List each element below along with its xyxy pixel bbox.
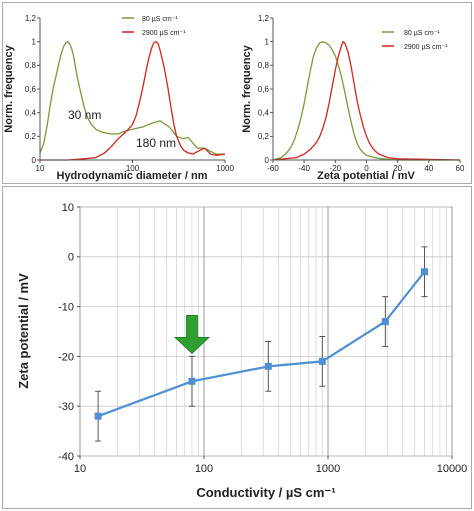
size-y-ticks: 0 0,2 0,4 0,6 0,8 1 1,2 xyxy=(25,14,40,165)
size-y-tick-label: 0 xyxy=(32,156,37,165)
size-x-axis-label: Hydrodynamic diameter / nm xyxy=(57,170,208,182)
size-series xyxy=(39,41,226,161)
zeta-x-tick-label: 0 xyxy=(364,164,369,173)
zeta-x-tick-label: 20 xyxy=(393,164,402,173)
size-y-tick-label: 0,8 xyxy=(25,61,37,70)
size-y-axis-label: Norm. frequency xyxy=(3,44,15,132)
conductivity-data-point xyxy=(318,357,326,365)
zeta-y-tick-label: 0,8 xyxy=(258,61,270,70)
zeta-y-tick-label: 0,2 xyxy=(258,132,270,141)
zeta-y-ticks: 0 0,2 0,4 0,6 0,8 1 1,2 xyxy=(258,14,273,165)
conductivity-y-tick-label: 0 xyxy=(68,252,74,264)
conductivity-y-ticks: -40 -30 -20 -10 0 10 xyxy=(58,202,80,463)
conductivity-plot-area xyxy=(79,206,453,457)
conductivity-series-line-main xyxy=(97,271,426,418)
conductivity-y-tick-label: -10 xyxy=(58,301,74,313)
conductivity-y-tick-label: -20 xyxy=(58,351,74,363)
conductivity-major-gridlines xyxy=(79,206,453,457)
conductivity-x-tick-label: 10 xyxy=(74,463,86,475)
zeta-x-tick-label: 40 xyxy=(424,164,433,173)
size-y-tick-label: 0,2 xyxy=(25,132,37,141)
conductivity-x-tick-label: 100 xyxy=(195,463,213,475)
zeta-x-ticks: -60 -40 -20 0 20 40 60 xyxy=(267,160,465,173)
conductivity-x-ticks: 10 100 1000 10000 xyxy=(74,456,467,475)
zeta-legend-label-2900: 2900 µS cm⁻¹ xyxy=(404,44,448,51)
size-y-tick-label: 0,4 xyxy=(25,108,37,117)
top-panels-frame xyxy=(2,2,472,184)
conductivity-y-axis-label: Zeta potential / mV xyxy=(16,273,31,389)
size-annotation-180nm: 180 nm xyxy=(136,136,176,150)
bottom-panel-frame xyxy=(2,186,472,509)
size-distribution-chart: 0 0,2 0,4 0,6 0,8 1 1,2 10 100 1000 Norm. freque… xyxy=(3,14,234,182)
zeta-y-tick-label: 0,4 xyxy=(258,108,270,117)
conductivity-x-axis-label: Conductivity / µS cm⁻¹ xyxy=(196,485,335,500)
zeta-y-tick-label: 0 xyxy=(265,156,270,165)
size-y-tick-label: 1,2 xyxy=(25,14,37,23)
zeta-x-tick-label: 60 xyxy=(456,164,465,173)
conductivity-minor-gridlines xyxy=(117,207,447,456)
conductivity-data-point xyxy=(94,412,102,420)
zeta-x-tick-label: -40 xyxy=(298,164,310,173)
zeta-y-tick-label: 1 xyxy=(265,37,270,46)
zeta-vs-conductivity-chart: -40 -30 -20 -10 0 10 10 100 1000 10000 Zeta pote… xyxy=(16,202,467,500)
conductivity-data-point xyxy=(188,377,196,385)
size-annotation-30nm: 30 nm xyxy=(68,108,101,122)
conductivity-data-point xyxy=(264,362,272,370)
size-y-tick-label: 1 xyxy=(32,37,37,46)
conductivity-y-tick-label: -30 xyxy=(58,401,74,413)
conductivity-series xyxy=(94,246,428,442)
size-x-tick-label: 10 xyxy=(36,164,45,173)
conductivity-data-point xyxy=(381,318,389,326)
conductivity-y-tick-label: -40 xyxy=(58,451,74,463)
conductivity-y-tick-label: 10 xyxy=(62,202,74,214)
size-x-tick-label: 1000 xyxy=(216,164,234,173)
size-series-line-2900 xyxy=(40,41,226,161)
zeta-y-axis-label: Norm. frequency xyxy=(241,44,253,132)
zeta-x-tick-label: -20 xyxy=(330,164,342,173)
size-y-tick-label: 0,6 xyxy=(25,85,37,94)
zeta-x-axis-label: Zeta potential / mV xyxy=(317,170,415,182)
zeta-x-tick-label: -60 xyxy=(267,164,279,173)
conductivity-x-tick-label: 10000 xyxy=(437,463,468,475)
down-arrow-marker xyxy=(173,314,211,354)
zeta-y-tick-label: 1,2 xyxy=(258,14,270,23)
zeta-legend-label-80: 80 µS cm⁻¹ xyxy=(404,30,440,37)
conductivity-data-point xyxy=(420,268,428,276)
zeta-y-tick-label: 0,6 xyxy=(258,85,270,94)
size-series-line-80 xyxy=(39,41,225,155)
zeta-distribution-chart: 0 0,2 0,4 0,6 0,8 1 1,2 -60 -40 -20 0 20 40 60 Norm.… xyxy=(241,14,465,182)
conductivity-x-tick-label: 1000 xyxy=(316,463,340,475)
zeta-series-line-80 xyxy=(272,41,460,161)
down-arrow-shape xyxy=(173,314,211,354)
size-legend-label-80: 80 µS cm⁻¹ xyxy=(142,16,178,23)
size-legend-label-2900: 2900 µS cm⁻¹ xyxy=(142,30,186,37)
size-x-tick-label: 100 xyxy=(126,164,140,173)
zeta-series-line-2900 xyxy=(272,41,461,161)
zeta-series xyxy=(272,41,461,161)
